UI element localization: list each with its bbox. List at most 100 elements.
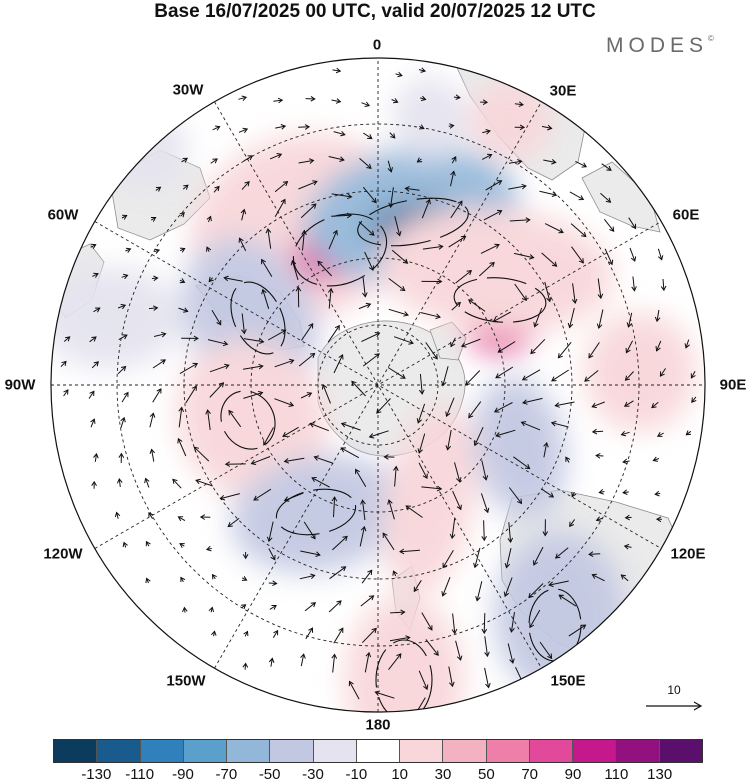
wind-vector	[180, 576, 186, 583]
wind-vector	[340, 447, 360, 459]
wind-vector	[388, 278, 406, 292]
colorbar-tick-label: 90	[564, 766, 582, 783]
wind-vector	[241, 575, 248, 581]
wind-vector	[267, 329, 287, 341]
wind-vector	[117, 365, 127, 375]
wind-vector	[211, 630, 217, 637]
wind-vector	[419, 95, 427, 102]
wind-vector	[495, 366, 514, 379]
wind-vector	[596, 309, 604, 330]
wind-vector	[480, 99, 489, 106]
streamline	[528, 588, 582, 662]
wind-vector	[269, 605, 277, 610]
wind-vector	[390, 609, 406, 616]
wind-vector	[148, 305, 159, 311]
colorbar-tick-label: -90	[172, 766, 194, 783]
wind-vector	[395, 71, 403, 78]
wind-vector	[154, 248, 161, 254]
wind-vector	[266, 521, 274, 543]
wind-vector	[348, 680, 360, 700]
wind-vector	[272, 629, 279, 638]
wind-vector	[591, 428, 604, 435]
wind-vector	[328, 229, 338, 250]
wind-vector	[361, 627, 377, 644]
wind-vector	[388, 308, 409, 317]
wind-vector	[144, 477, 150, 488]
wind-vector	[393, 465, 399, 487]
wind-vector	[417, 433, 426, 454]
latitude-circle	[183, 190, 573, 580]
wind-vector	[660, 278, 667, 292]
wind-vector	[543, 441, 549, 458]
wind-vector	[150, 217, 157, 222]
wind-vector	[261, 258, 273, 277]
wind-vector	[600, 192, 612, 203]
wind-vector	[374, 690, 395, 699]
wind-vector	[604, 248, 614, 266]
wind-vector	[482, 129, 491, 135]
streamline	[375, 639, 433, 712]
wind-vector	[659, 368, 667, 377]
wind-vector	[484, 636, 490, 658]
wind-vector	[328, 600, 342, 613]
colorbar-tick-label: -50	[258, 766, 281, 783]
colorbar-tick-label: -70	[215, 766, 238, 783]
wind-vector	[620, 430, 630, 437]
wind-vector	[63, 336, 71, 342]
wind-vector	[420, 312, 441, 320]
wind-vector	[571, 283, 578, 305]
colorbar-swatch	[486, 740, 530, 762]
wind-vector	[60, 360, 67, 368]
wind-vector	[152, 359, 167, 369]
anomaly-cell	[584, 312, 696, 432]
wind-vector	[416, 403, 426, 424]
wind-vector	[522, 397, 543, 405]
wind-vector	[199, 514, 211, 520]
wind-vector	[393, 336, 414, 345]
wind-vector	[321, 383, 331, 404]
wind-vector	[151, 275, 159, 282]
meridian-line	[214, 101, 542, 669]
wind-vector	[541, 252, 558, 267]
wind-vector	[451, 301, 462, 311]
reference-vector-arrow	[646, 701, 703, 711]
lon-label-30e: 30E	[549, 82, 577, 100]
wind-vector	[283, 457, 305, 464]
wind-vector	[243, 363, 264, 370]
wind-vector	[179, 362, 199, 375]
wind-vector	[601, 163, 612, 171]
wind-vector	[442, 550, 454, 569]
wind-vector	[598, 489, 605, 495]
wind-vector	[421, 278, 443, 285]
wind-vector	[265, 227, 272, 249]
lon-label-150e: 150E	[550, 672, 586, 690]
anomaly-shading	[51, 76, 696, 712]
wind-vector	[514, 124, 526, 131]
wind-vector	[584, 370, 599, 382]
wind-vector	[182, 184, 189, 190]
wind-vector	[155, 186, 162, 192]
wind-vector	[541, 488, 555, 498]
wind-vector	[567, 307, 575, 329]
lon-label-60w: 60W	[47, 206, 79, 224]
wind-vector	[418, 670, 429, 691]
wind-vector	[520, 421, 541, 431]
wind-vector	[625, 340, 634, 354]
wind-vector	[273, 97, 284, 104]
wind-vector	[148, 511, 154, 519]
lon-label-30w: 30W	[172, 81, 204, 99]
wind-vectors	[60, 67, 697, 712]
wind-vector	[172, 478, 182, 489]
wind-vector	[145, 540, 151, 547]
wind-vector	[298, 180, 318, 190]
wind-vector	[274, 198, 286, 218]
wind-vector	[177, 437, 187, 457]
colorbar-tick-label: 70	[521, 766, 538, 783]
wind-vector	[448, 666, 455, 688]
wind-vector	[295, 286, 302, 308]
wind-vector	[327, 287, 334, 309]
wind-vector	[568, 624, 587, 637]
wind-vector	[317, 260, 333, 277]
wind-vector	[241, 313, 247, 335]
wind-vector	[544, 223, 564, 234]
